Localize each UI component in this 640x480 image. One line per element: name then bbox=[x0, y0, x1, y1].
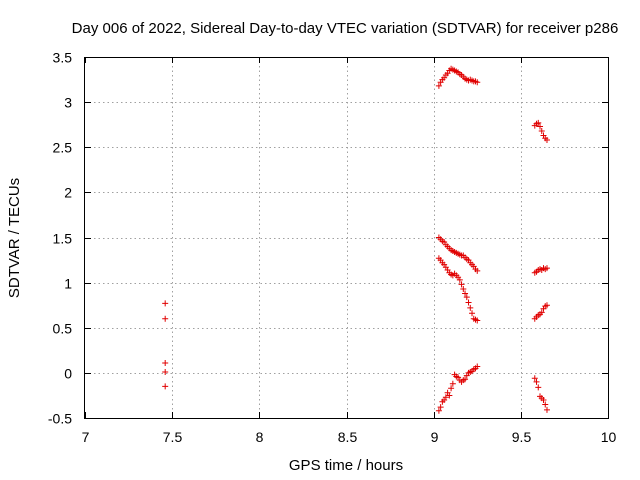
data-point-marker bbox=[162, 300, 169, 307]
y-tick-label: 0 bbox=[64, 366, 72, 382]
data-point-marker bbox=[543, 406, 550, 413]
data-point-marker bbox=[465, 299, 472, 306]
data-point-marker bbox=[474, 267, 481, 274]
data-point-marker bbox=[531, 375, 538, 382]
chart-title: Day 006 of 2022, Sidereal Day-to-day VTE… bbox=[72, 20, 619, 37]
series-sat-f bbox=[531, 302, 550, 322]
y-tick-labels: -0.5 0 0.5 1 1.5 2 2.5 3 3.5 bbox=[48, 50, 72, 427]
data-point-marker bbox=[162, 383, 169, 390]
data-point-marker bbox=[446, 392, 453, 399]
plot-frame bbox=[84, 57, 609, 419]
data-point-marker bbox=[543, 137, 550, 144]
data-point-marker bbox=[462, 290, 469, 297]
data-point-marker bbox=[535, 119, 542, 126]
grid bbox=[85, 57, 608, 418]
y-tick-label: 2 bbox=[64, 185, 72, 201]
series-sat-d bbox=[435, 255, 481, 324]
y-tick-label: 2.5 bbox=[53, 140, 73, 156]
data-point-marker bbox=[162, 359, 169, 366]
data-point-marker bbox=[435, 407, 442, 414]
data-point-marker bbox=[449, 380, 456, 387]
data-point-marker bbox=[456, 276, 463, 283]
data-point-marker bbox=[458, 281, 465, 288]
y-tick-label: 0.5 bbox=[53, 321, 73, 337]
data-point-marker bbox=[474, 317, 481, 324]
series-sat-i bbox=[531, 375, 550, 413]
x-tick-label: 9 bbox=[431, 429, 439, 445]
y-tick-label: 1 bbox=[64, 276, 72, 292]
x-tick-label: 7.5 bbox=[163, 429, 183, 445]
series-sat-e bbox=[531, 265, 550, 276]
data-point-marker bbox=[537, 123, 544, 130]
y-tick-label: 1.5 bbox=[53, 231, 73, 247]
series-sat-g bbox=[162, 300, 169, 390]
data-points bbox=[162, 65, 550, 414]
data-point-marker bbox=[538, 128, 545, 135]
data-point-marker bbox=[535, 384, 542, 391]
series-sat-b bbox=[531, 119, 550, 144]
data-point-marker bbox=[448, 385, 455, 392]
data-point-marker bbox=[467, 304, 474, 311]
x-tick-labels: 7 7.5 8 8.5 9 9.5 10 bbox=[82, 429, 617, 445]
data-point-marker bbox=[474, 79, 481, 86]
y-tick-label: 3 bbox=[64, 95, 72, 111]
data-point-marker bbox=[540, 396, 547, 403]
axis-ticks bbox=[85, 57, 609, 419]
data-point-marker bbox=[162, 315, 169, 322]
x-tick-label: 8.5 bbox=[338, 429, 358, 445]
data-point-marker bbox=[435, 82, 442, 89]
data-point-marker bbox=[463, 294, 470, 301]
x-tick-label: 7 bbox=[82, 429, 90, 445]
series-sat-a bbox=[435, 65, 481, 89]
data-point-marker bbox=[542, 401, 549, 408]
series-sat-h bbox=[435, 363, 481, 414]
data-point-marker bbox=[543, 302, 550, 309]
x-tick-label: 8 bbox=[256, 429, 264, 445]
data-point-marker bbox=[543, 265, 550, 272]
data-point-marker bbox=[469, 310, 476, 317]
data-point-marker bbox=[538, 309, 545, 316]
data-point-marker bbox=[460, 285, 467, 292]
y-tick-label: -0.5 bbox=[48, 411, 72, 427]
x-tick-label: 9.5 bbox=[512, 429, 532, 445]
data-point-marker bbox=[462, 376, 469, 383]
y-tick-label: 3.5 bbox=[53, 50, 73, 66]
y-axis-label: SDTVAR / TECUs bbox=[6, 178, 23, 298]
x-tick-label: 10 bbox=[601, 429, 617, 445]
data-point-marker bbox=[533, 378, 540, 385]
data-point-marker bbox=[162, 368, 169, 375]
data-point-marker bbox=[474, 363, 481, 370]
series-sat-c bbox=[435, 234, 481, 274]
x-axis-label: GPS time / hours bbox=[289, 457, 403, 474]
data-point-marker bbox=[437, 404, 444, 411]
data-point-marker bbox=[442, 394, 449, 401]
